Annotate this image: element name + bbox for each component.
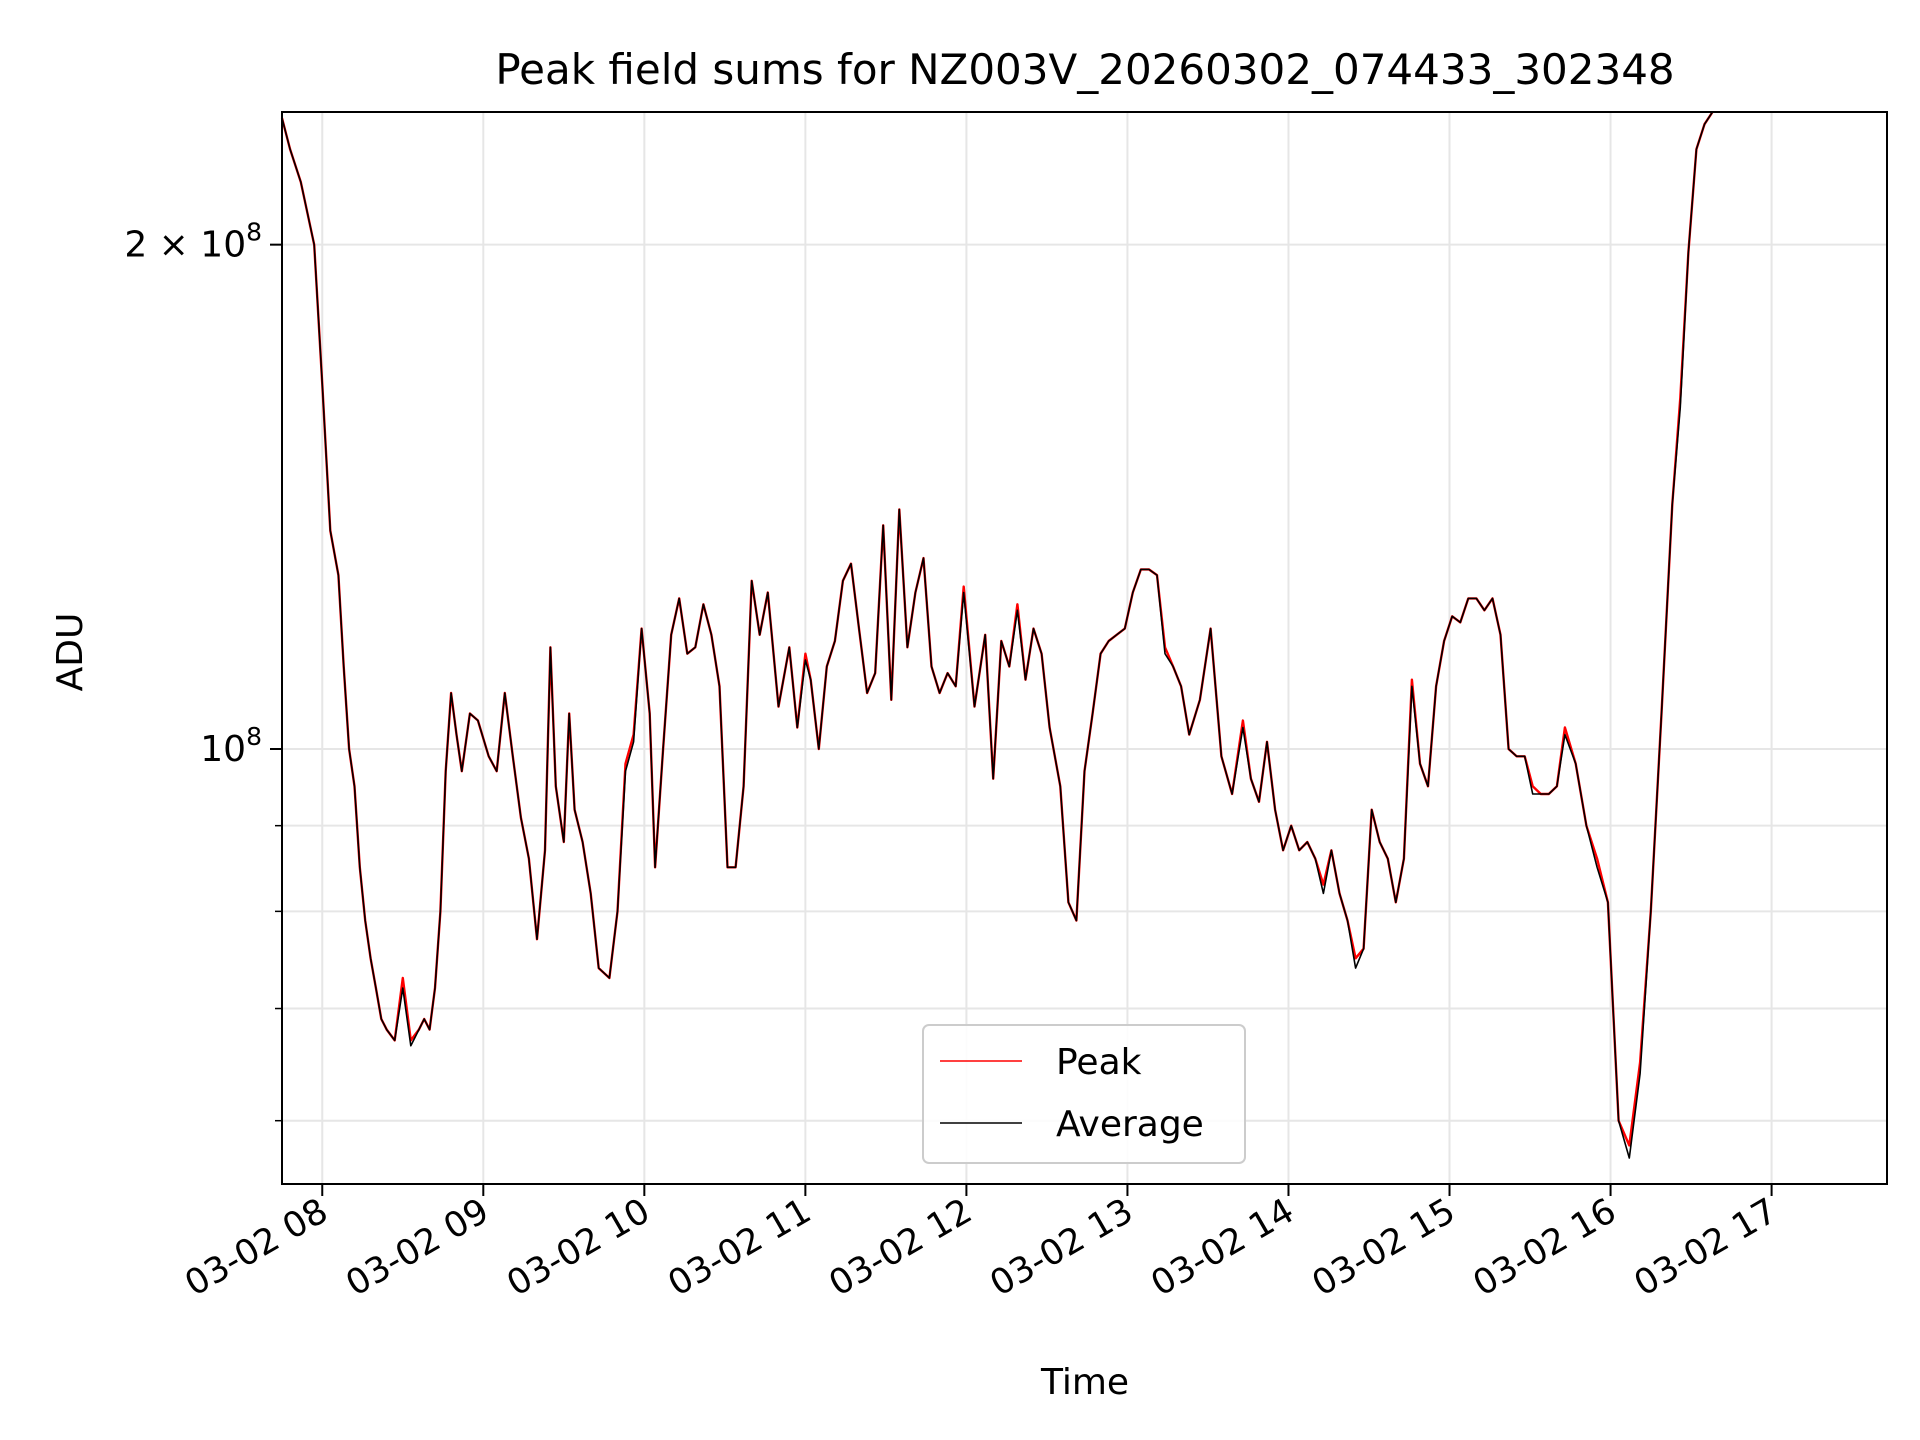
y-tick-label-exponent: 8 — [246, 722, 262, 751]
y-axis-label: ADU — [50, 613, 91, 692]
x-tick-label: 03-02 08 — [178, 1191, 334, 1304]
x-tick-label: 03-02 10 — [501, 1191, 657, 1304]
plot-area — [280, 111, 1714, 1159]
x-tick-label: 03-02 13 — [984, 1191, 1140, 1304]
y-tick-label-base: 10 — [200, 729, 246, 770]
x-tick-label: 03-02 15 — [1306, 1191, 1462, 1304]
grid — [282, 112, 1887, 1184]
y-tick-label: 2 × 108 — [124, 218, 262, 266]
legend-label-average: Average — [1056, 1104, 1204, 1145]
series-line-peak — [280, 111, 1714, 1147]
x-axis: 03-02 08 03-02 09 03-02 10 03-02 11 03-02 12… — [178, 1184, 1784, 1304]
x-tick-label: 03-02 16 — [1467, 1191, 1623, 1304]
y-tick-label: 108 — [200, 722, 262, 770]
series-line-average — [281, 111, 1714, 1159]
y-tick-label-base: 2 × 10 — [124, 225, 246, 266]
x-tick-label: 03-02 17 — [1628, 1191, 1784, 1304]
plot-frame — [281, 111, 1888, 1185]
legend-label-peak: Peak — [1056, 1042, 1142, 1083]
y-tick-label-exponent: 8 — [246, 218, 262, 247]
chart-title: Peak field sums for NZ003V_20260302_0744… — [495, 45, 1674, 94]
x-tick-label: 03-02 12 — [823, 1191, 979, 1304]
legend: Peak Average — [922, 1024, 1246, 1164]
x-tick-label: 03-02 09 — [340, 1191, 496, 1304]
x-axis-label: Time — [1040, 1362, 1129, 1403]
x-tick-label: 03-02 11 — [662, 1191, 818, 1304]
x-tick-label: 03-02 14 — [1145, 1191, 1301, 1304]
legend-box — [922, 1024, 1246, 1164]
